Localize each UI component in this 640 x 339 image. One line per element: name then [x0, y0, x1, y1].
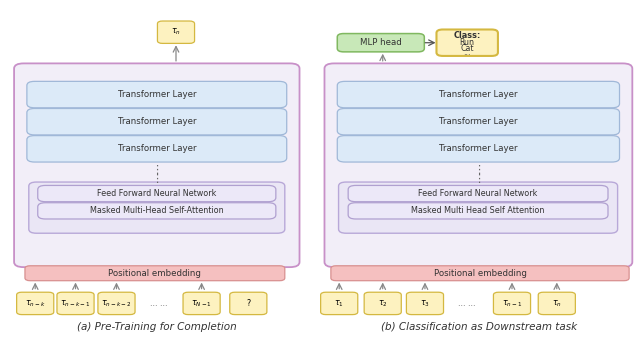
FancyBboxPatch shape: [337, 136, 620, 162]
Text: Class:: Class:: [454, 32, 481, 40]
FancyBboxPatch shape: [339, 182, 618, 233]
Text: Feed Forward Neural Network: Feed Forward Neural Network: [419, 189, 538, 198]
FancyBboxPatch shape: [406, 292, 444, 315]
Text: ...: ...: [463, 48, 471, 58]
FancyBboxPatch shape: [230, 292, 267, 315]
Text: Masked Multi-Head Self-Attention: Masked Multi-Head Self-Attention: [90, 206, 223, 215]
Text: $\tau_{n-k-2}$: $\tau_{n-k-2}$: [101, 298, 132, 308]
Text: Positional embedding: Positional embedding: [433, 269, 527, 278]
Text: ⋮
⋮: ⋮ ⋮: [473, 165, 484, 184]
Text: ?: ?: [246, 299, 250, 308]
FancyBboxPatch shape: [38, 185, 276, 202]
FancyBboxPatch shape: [321, 292, 358, 315]
FancyBboxPatch shape: [27, 108, 287, 135]
Text: $\tau_n$: $\tau_n$: [552, 298, 562, 308]
FancyBboxPatch shape: [17, 292, 54, 315]
Text: Positional embedding: Positional embedding: [108, 269, 202, 278]
Text: Cat: Cat: [460, 44, 474, 53]
Text: Transformer Layer: Transformer Layer: [439, 90, 518, 99]
Text: (a) Pre-Training for Completion: (a) Pre-Training for Completion: [77, 322, 237, 332]
Text: ... ...: ... ...: [458, 299, 476, 308]
Text: $\tau_{n-k-1}$: $\tau_{n-k-1}$: [60, 298, 91, 308]
Text: (b) Classification as Downstream task: (b) Classification as Downstream task: [381, 322, 577, 332]
Text: $\tau_{N-1}$: $\tau_{N-1}$: [191, 298, 212, 308]
FancyBboxPatch shape: [14, 63, 300, 267]
FancyBboxPatch shape: [27, 81, 287, 108]
Text: Transformer Layer: Transformer Layer: [439, 144, 518, 153]
FancyBboxPatch shape: [348, 203, 608, 219]
Text: Transformer Layer: Transformer Layer: [118, 117, 196, 126]
Text: Transformer Layer: Transformer Layer: [118, 144, 196, 153]
FancyBboxPatch shape: [324, 63, 632, 267]
FancyBboxPatch shape: [27, 136, 287, 162]
FancyBboxPatch shape: [436, 29, 498, 56]
Text: $\tau_3$: $\tau_3$: [420, 298, 430, 308]
Text: $\tau_1$: $\tau_1$: [334, 298, 344, 308]
Text: Transformer Layer: Transformer Layer: [118, 90, 196, 99]
Text: $\tau_2$: $\tau_2$: [378, 298, 388, 308]
FancyBboxPatch shape: [157, 21, 195, 43]
Text: Transformer Layer: Transformer Layer: [439, 117, 518, 126]
FancyBboxPatch shape: [364, 292, 401, 315]
Text: $\tau_n$: $\tau_n$: [171, 27, 181, 37]
Text: Feed Forward Neural Network: Feed Forward Neural Network: [97, 189, 216, 198]
FancyBboxPatch shape: [25, 266, 285, 281]
FancyBboxPatch shape: [493, 292, 531, 315]
FancyBboxPatch shape: [57, 292, 94, 315]
FancyBboxPatch shape: [183, 292, 220, 315]
FancyBboxPatch shape: [29, 182, 285, 233]
FancyBboxPatch shape: [348, 185, 608, 202]
FancyBboxPatch shape: [538, 292, 575, 315]
Text: ⋮
⋮: ⋮ ⋮: [151, 165, 163, 184]
FancyBboxPatch shape: [98, 292, 135, 315]
FancyBboxPatch shape: [337, 34, 424, 52]
Text: ... ...: ... ...: [150, 299, 168, 308]
Text: $\tau_{n-1}$: $\tau_{n-1}$: [502, 298, 522, 308]
Text: Masked Multi Head Self Attention: Masked Multi Head Self Attention: [412, 206, 545, 215]
FancyBboxPatch shape: [38, 203, 276, 219]
FancyBboxPatch shape: [331, 266, 629, 281]
Text: Run: Run: [460, 38, 475, 47]
Text: MLP head: MLP head: [360, 38, 402, 47]
FancyBboxPatch shape: [337, 81, 620, 108]
Text: $\tau_{n-k}$: $\tau_{n-k}$: [25, 298, 45, 308]
FancyBboxPatch shape: [337, 108, 620, 135]
